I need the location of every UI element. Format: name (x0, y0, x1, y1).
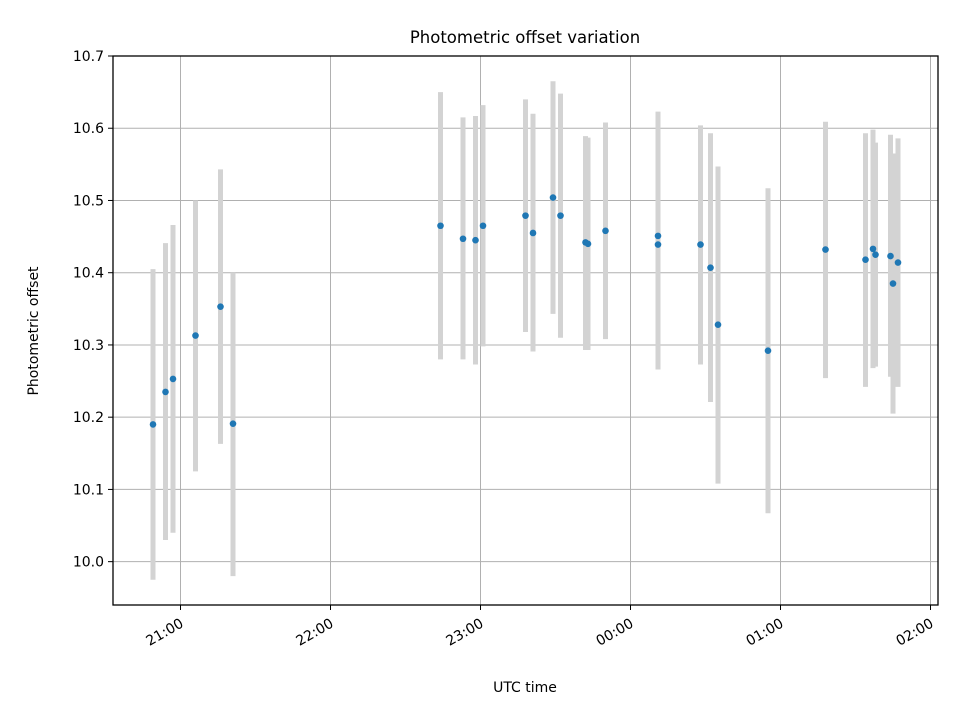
data-points (149, 194, 902, 428)
y-tick-label: 10.3 (73, 338, 104, 354)
data-point (862, 256, 869, 264)
x-tick-label: 00:00 (594, 616, 637, 650)
y-tick-label: 10.4 (73, 266, 104, 282)
y-tick-label: 10.5 (73, 193, 104, 209)
data-point (714, 321, 722, 329)
data-point (437, 222, 444, 230)
x-tick-label: 21:00 (144, 616, 187, 650)
data-point (764, 347, 772, 355)
data-point (889, 280, 897, 287)
data-point (149, 421, 157, 428)
data-point (217, 303, 224, 310)
data-point (479, 222, 487, 230)
x-axis-label: UTC time (493, 680, 557, 696)
plot-frame (112, 55, 939, 606)
data-point (557, 212, 564, 219)
data-point (229, 420, 237, 427)
error-bars (150, 81, 901, 580)
data-point (584, 240, 592, 248)
data-point (602, 227, 609, 235)
data-point (887, 252, 894, 260)
x-tick-label: 02:00 (894, 616, 937, 650)
data-point (822, 246, 829, 253)
data-point (654, 232, 662, 240)
data-point (529, 229, 537, 237)
y-tick-label: 10.6 (73, 121, 104, 137)
y-tick-label: 10.2 (73, 410, 104, 426)
x-axis: 21:00 22:00 23:00 00:00 01:00 02:00 (144, 605, 937, 650)
data-point (169, 375, 177, 383)
data-point (654, 241, 662, 248)
data-point (894, 259, 902, 266)
data-point (472, 236, 479, 244)
data-point (697, 241, 704, 248)
y-tick-label: 10.0 (73, 555, 104, 571)
data-point (549, 194, 557, 201)
x-tick-label: 01:00 (744, 616, 787, 650)
data-point (522, 212, 529, 219)
data-point (869, 245, 877, 253)
y-axis: 10.0 10.1 10.2 10.3 10.4 10.5 10.6 10.7 (73, 49, 113, 571)
data-point (162, 388, 169, 396)
data-point (459, 235, 467, 243)
y-tick-label: 10.7 (73, 49, 104, 65)
data-point (192, 332, 199, 339)
y-axis-label: Photometric offset (26, 266, 42, 396)
data-point (872, 251, 879, 258)
x-tick-label: 22:00 (294, 616, 337, 650)
x-tick-label: 23:00 (444, 616, 487, 650)
data-point (707, 264, 714, 271)
chart-title: Photometric offset variation (410, 28, 640, 47)
y-tick-label: 10.1 (73, 482, 104, 498)
